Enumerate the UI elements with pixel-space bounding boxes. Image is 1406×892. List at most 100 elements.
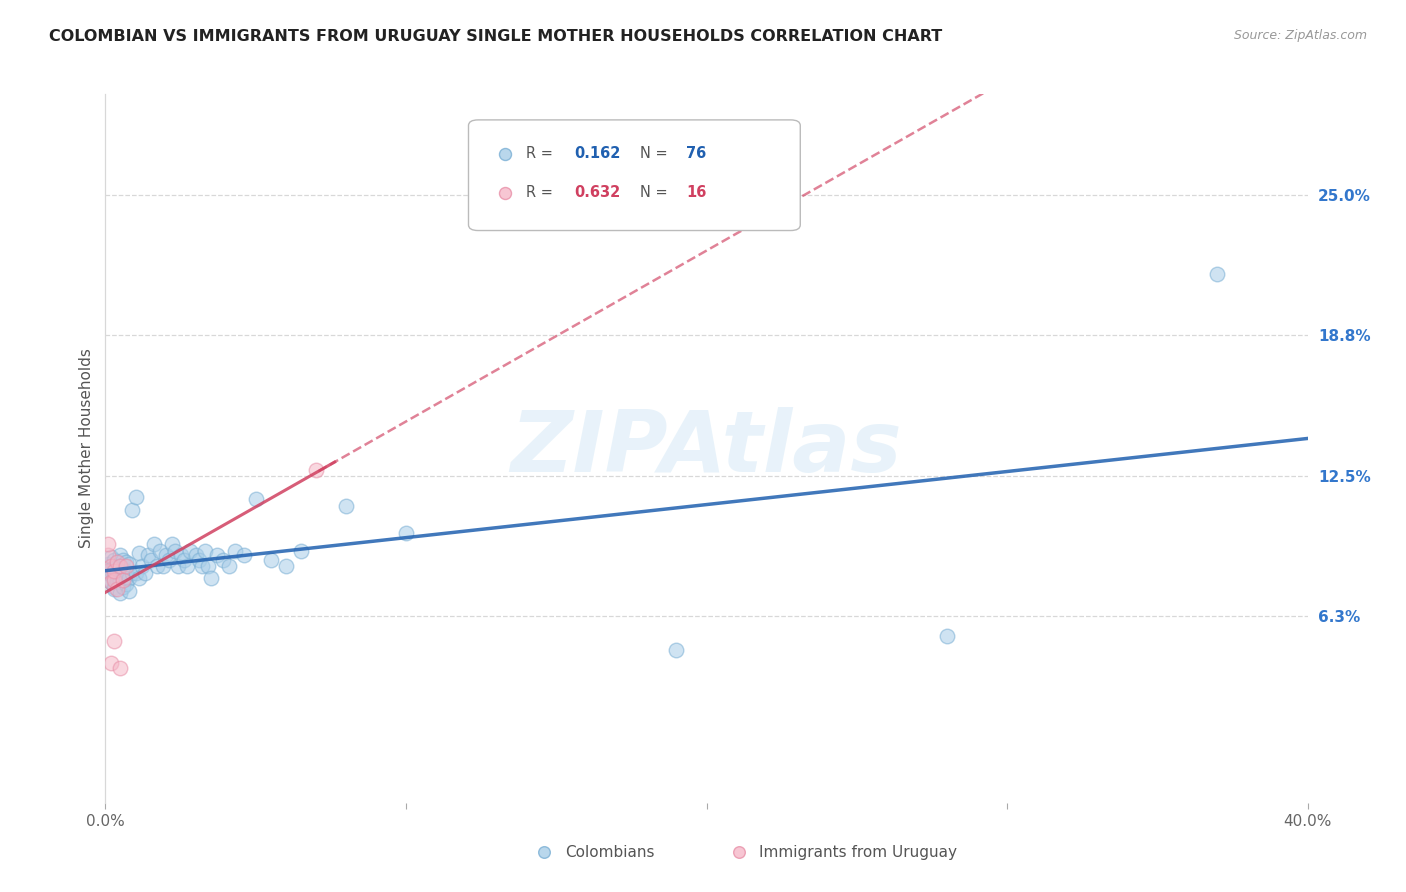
Point (115, 559, 138, 574)
Text: 16: 16 (686, 186, 706, 201)
Point (121, 566, 143, 581)
Point (184, 548, 207, 562)
Point (97, 557, 120, 571)
Point (110, 559, 132, 574)
Point (179, 543, 201, 558)
Point (124, 490, 146, 504)
Point (112, 573, 135, 587)
Point (148, 543, 170, 558)
Point (110, 559, 132, 574)
Point (169, 548, 191, 562)
Point (121, 503, 143, 517)
Point (395, 525, 418, 540)
Point (232, 548, 254, 562)
Point (142, 537, 165, 551)
Point (139, 552, 162, 566)
Point (163, 543, 186, 558)
Text: R =: R = (526, 186, 558, 201)
Point (103, 633, 125, 648)
Point (100, 575, 122, 590)
Point (115, 577, 138, 591)
Point (224, 543, 246, 558)
Text: R =: R = (526, 146, 558, 161)
Text: Source: ZipAtlas.com: Source: ZipAtlas.com (1233, 29, 1367, 42)
Point (128, 571, 150, 585)
Point (187, 552, 209, 566)
Point (107, 555, 129, 569)
Point (1206, 267, 1229, 281)
Point (124, 566, 146, 581)
Point (194, 543, 217, 558)
Point (100, 564, 122, 578)
Point (107, 573, 129, 587)
Point (260, 552, 283, 566)
Point (97, 566, 120, 581)
Text: N =: N = (640, 146, 672, 161)
Point (112, 552, 135, 566)
Text: COLOMBIAN VS IMMIGRANTS FROM URUGUAY SINGLE MOTHER HOUSEHOLDS CORRELATION CHART: COLOMBIAN VS IMMIGRANTS FROM URUGUAY SIN… (49, 29, 942, 44)
Point (97, 564, 120, 578)
Point (245, 491, 267, 506)
Point (112, 571, 135, 585)
Point (110, 548, 132, 562)
Point (100, 559, 122, 574)
Point (155, 548, 177, 562)
Point (100, 575, 122, 590)
Point (107, 582, 129, 596)
Text: 76: 76 (686, 146, 706, 161)
Point (290, 543, 312, 558)
Point (936, 629, 959, 643)
Point (112, 562, 135, 576)
Text: ZIPAtlas: ZIPAtlas (510, 407, 903, 490)
Point (115, 555, 138, 569)
Text: Colombians: Colombians (565, 845, 654, 860)
Point (103, 571, 125, 585)
Text: Immigrants from Uruguay: Immigrants from Uruguay (759, 845, 957, 860)
Point (110, 566, 132, 581)
Point (107, 564, 129, 578)
Point (100, 562, 122, 576)
Point (115, 564, 138, 578)
Point (103, 552, 125, 566)
Point (112, 573, 135, 587)
Text: 0.632: 0.632 (574, 186, 620, 201)
Point (157, 552, 180, 566)
Point (97, 537, 120, 551)
Point (160, 537, 183, 551)
Point (97, 573, 120, 587)
Point (107, 568, 129, 582)
Point (218, 559, 240, 574)
Point (152, 559, 174, 574)
Point (335, 499, 357, 513)
Point (103, 564, 125, 578)
Point (176, 559, 198, 574)
Point (103, 582, 125, 596)
Point (197, 559, 219, 574)
FancyBboxPatch shape (468, 120, 800, 230)
Point (110, 586, 132, 600)
Point (305, 462, 328, 476)
Point (107, 555, 129, 569)
Point (166, 559, 188, 574)
Point (103, 573, 125, 587)
Point (190, 559, 212, 574)
Point (665, 642, 688, 657)
Point (110, 575, 132, 590)
Point (103, 559, 125, 574)
Point (145, 559, 167, 574)
Point (100, 550, 122, 565)
Point (110, 661, 132, 675)
Point (115, 571, 138, 585)
Point (103, 580, 125, 594)
Text: N =: N = (640, 186, 672, 201)
Point (100, 657, 122, 671)
Point (136, 548, 159, 562)
Point (274, 559, 297, 574)
Point (205, 548, 228, 562)
Point (200, 571, 222, 585)
Point (118, 584, 141, 599)
Point (211, 552, 233, 566)
Point (112, 580, 135, 594)
Point (173, 552, 195, 566)
Point (118, 571, 141, 585)
